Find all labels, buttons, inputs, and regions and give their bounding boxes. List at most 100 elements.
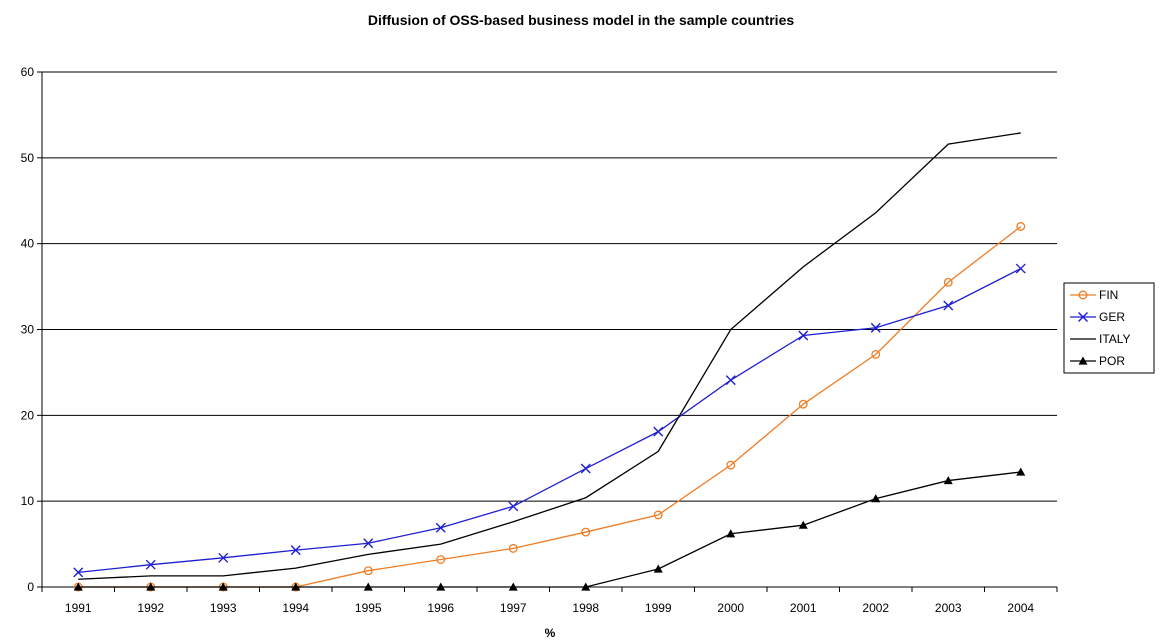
y-tick-label: 20	[21, 408, 35, 422]
x-tick-label: 2001	[790, 601, 817, 615]
data-point-fin	[943, 277, 953, 287]
marker-stroke	[363, 538, 374, 549]
data-point-fin	[726, 460, 736, 470]
legend: FIN GER ITALY POR	[1063, 282, 1155, 374]
data-point-ger	[435, 522, 446, 533]
data-point-por	[508, 582, 518, 591]
series-line-italy	[78, 132, 1021, 580]
marker-stroke	[798, 330, 809, 341]
marker-stroke	[508, 501, 519, 512]
gridlines	[42, 71, 1057, 502]
data-point-ger	[363, 538, 374, 549]
x-tick-label: 1993	[210, 601, 237, 615]
marker-stroke	[580, 463, 591, 474]
data-point-ger	[218, 552, 229, 563]
data-point-ger	[73, 567, 84, 578]
legend-label-ger: GER	[1099, 310, 1125, 324]
marker-stroke	[218, 552, 229, 563]
x-tick-label: 1991	[65, 601, 92, 615]
data-point-por	[436, 582, 446, 591]
x-tick-label: 1994	[282, 601, 309, 615]
data-point-ger	[508, 501, 519, 512]
series-fin	[73, 222, 1026, 592]
y-tick-label: 0	[27, 580, 34, 594]
y-tick-label: 50	[21, 151, 35, 165]
marker-stroke	[73, 567, 84, 578]
marker-stroke	[870, 322, 881, 333]
data-point-ger	[1015, 263, 1026, 274]
data-point-ger	[725, 375, 736, 386]
data-point-por	[798, 520, 808, 529]
legend-label-fin: FIN	[1099, 288, 1118, 302]
marker-stroke	[725, 375, 736, 386]
x-tick-label: 1995	[355, 601, 382, 615]
data-point-por	[581, 582, 591, 591]
data-point-fin	[508, 543, 518, 553]
y-tick-label: 40	[21, 237, 35, 251]
data-point-fin	[653, 510, 663, 520]
data-point-por	[73, 582, 83, 591]
legend-item-ger: GER	[1070, 310, 1125, 324]
marker-stroke	[1078, 312, 1088, 322]
x-tick-label: 1997	[500, 601, 527, 615]
legend-marker-por	[1078, 356, 1088, 365]
data-point-fin	[1016, 222, 1026, 231]
x-tick-label: 1998	[572, 601, 599, 615]
marker-stroke	[943, 300, 954, 311]
data-point-por	[653, 564, 663, 573]
legend-box	[1063, 282, 1155, 374]
y-tick-label: 60	[21, 65, 35, 79]
legend-item-por: POR	[1070, 354, 1125, 368]
data-point-ger	[580, 463, 591, 474]
x-tick-label: 1999	[645, 601, 672, 615]
data-point-por	[146, 582, 156, 591]
data-point-por	[726, 529, 736, 538]
x-tick-label: 2000	[717, 601, 744, 615]
data-point-por	[871, 494, 881, 503]
x-tick-label: 2004	[1007, 601, 1034, 615]
x-tick-label: 2003	[935, 601, 962, 615]
legend-label-italy: ITALY	[1099, 332, 1131, 346]
data-point-por	[291, 582, 301, 591]
data-point-por	[1016, 467, 1026, 476]
data-point-por	[943, 476, 953, 485]
marker-stroke	[290, 545, 301, 556]
series-line-ger	[78, 267, 1022, 574]
x-tick-label: 1996	[427, 601, 454, 615]
marker-stroke	[145, 559, 156, 570]
data-point-por	[363, 582, 373, 591]
series-ger	[73, 263, 1026, 578]
y-tick-label: 10	[21, 494, 35, 508]
data-point-ger	[943, 300, 954, 311]
series-italy	[78, 132, 1021, 580]
data-point-ger	[653, 426, 664, 437]
legend-label-por: POR	[1099, 354, 1125, 368]
legend-item-italy: ITALY	[1070, 332, 1131, 346]
series-por	[73, 467, 1026, 591]
data-point-ger	[145, 559, 156, 570]
data-point-fin	[798, 399, 808, 409]
legend-marker-ger	[1078, 312, 1088, 322]
data-point-fin	[871, 349, 881, 359]
y-tick-label: 30	[21, 323, 35, 337]
x-axis-title: %	[545, 626, 556, 640]
data-point-ger	[798, 330, 809, 341]
legend-marker-fin	[1078, 290, 1088, 300]
legend-item-fin: FIN	[1070, 288, 1118, 302]
x-tick-label: 1992	[137, 601, 164, 615]
data-point-fin	[363, 566, 373, 576]
x-tick-label: 2002	[862, 601, 889, 615]
data-point-por	[218, 582, 228, 591]
chart-title: Diffusion of OSS-based business model in…	[368, 12, 795, 28]
data-point-fin	[581, 527, 591, 537]
marker-stroke	[1015, 263, 1026, 274]
axes: 0 10 20 30 40 50 60 1991 1992 1993 1994 1995 1996 199…	[21, 65, 1058, 615]
series-group	[73, 132, 1026, 592]
data-point-ger	[290, 545, 301, 556]
data-point-fin	[436, 555, 446, 564]
marker-stroke	[435, 522, 446, 533]
data-point-ger	[870, 322, 881, 333]
series-line-fin	[78, 225, 1022, 588]
